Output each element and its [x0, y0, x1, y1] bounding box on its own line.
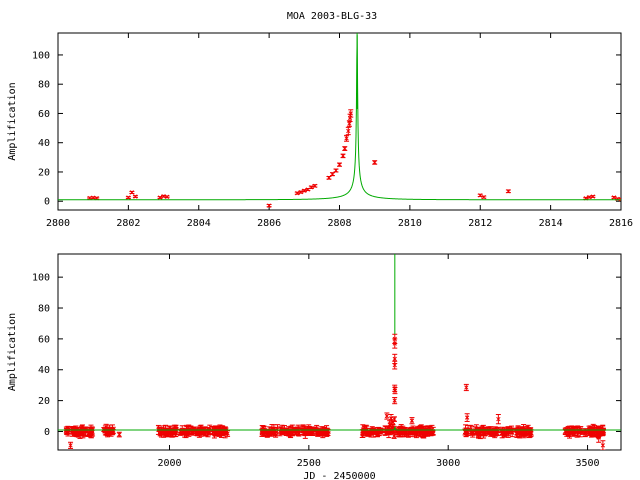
y-tick-label: 0	[44, 427, 50, 438]
x-axis-title: JD - 2450000	[303, 471, 375, 480]
data-point	[342, 146, 348, 151]
data-point	[505, 189, 511, 194]
x-tick-label: 2800	[46, 218, 70, 229]
plot-frame	[57, 253, 622, 451]
data-point	[108, 427, 114, 437]
data-point	[301, 188, 307, 193]
data-point	[345, 126, 351, 136]
data-point	[372, 160, 378, 165]
zoom-panel: 0 20 40 60 80 100 2800 2802 2804 2806 2808 2810 2812…	[7, 32, 633, 229]
y-tick-label: 60	[38, 109, 50, 120]
plot-frame	[57, 32, 622, 211]
plot-area	[58, 254, 621, 450]
data-point	[464, 413, 470, 422]
data-point	[94, 195, 100, 201]
data-point	[346, 120, 352, 128]
model-curve	[58, 35, 621, 201]
plot-area	[58, 33, 621, 208]
data-point	[473, 424, 479, 435]
y-tick-label: 80	[38, 80, 50, 91]
data-point	[392, 353, 398, 365]
data-point	[129, 190, 135, 195]
data-point	[161, 194, 167, 199]
data-point	[125, 195, 131, 200]
data-point	[391, 433, 397, 439]
x-tick-label: 2802	[116, 218, 140, 229]
x-tick-label: 2000	[157, 458, 181, 469]
x-tick-label: 2816	[609, 218, 633, 229]
data-point	[392, 397, 398, 405]
x-tick-label: 2808	[327, 218, 351, 229]
data-point	[298, 190, 304, 195]
y-tick-label: 40	[38, 138, 50, 149]
x-tick-label: 2812	[468, 218, 492, 229]
x-tick-label: 3000	[436, 458, 460, 469]
data-point	[481, 194, 487, 200]
y-tick-label: 20	[38, 167, 50, 178]
data-point	[281, 425, 287, 434]
data-point	[590, 194, 596, 199]
data-point	[308, 185, 314, 190]
data-point	[132, 194, 138, 199]
data-point	[348, 109, 354, 118]
data-point	[391, 416, 397, 422]
data-point	[68, 441, 74, 449]
data-point	[469, 430, 475, 436]
data-point	[329, 172, 335, 177]
data-point	[157, 195, 163, 200]
y-tick-label: 60	[38, 334, 50, 345]
y-axis-title: Amplification	[7, 313, 18, 391]
y-tick-label: 80	[38, 304, 50, 315]
y-tick-label: 40	[38, 365, 50, 376]
model-curve	[58, 425, 621, 431]
y-axis-title: Amplification	[7, 82, 18, 160]
data-point	[337, 162, 342, 167]
x-tick-label: 2806	[257, 218, 281, 229]
x-tick-label: 2810	[398, 218, 422, 229]
data-point	[344, 134, 350, 142]
data-point	[116, 431, 122, 438]
data-point	[195, 430, 201, 436]
data-point	[600, 440, 606, 450]
x-tick-label: 2804	[187, 218, 211, 229]
data-point	[294, 191, 300, 196]
data-point	[164, 194, 170, 199]
y-tick-label: 20	[38, 396, 50, 407]
data-point	[570, 426, 576, 435]
data-point	[583, 196, 589, 201]
data-point	[264, 428, 270, 438]
data-point	[312, 183, 318, 189]
data-point	[384, 412, 390, 420]
data-point	[360, 424, 366, 435]
data-point	[272, 431, 278, 437]
data-point	[321, 428, 327, 434]
data-point	[463, 383, 469, 392]
data-point	[401, 426, 407, 438]
data-point	[268, 427, 274, 437]
data-point	[392, 386, 398, 395]
data-point	[70, 428, 76, 437]
data-point	[221, 428, 227, 435]
data-point	[333, 168, 339, 173]
x-tick-label: 3500	[576, 458, 600, 469]
data-point	[409, 417, 415, 425]
data-point	[596, 432, 602, 443]
data-point	[590, 423, 596, 435]
data-point	[387, 430, 393, 436]
data-point	[326, 175, 332, 180]
y-tick-label: 0	[44, 197, 50, 208]
data-point	[395, 429, 401, 438]
y-tick-label: 100	[32, 273, 50, 284]
data-point	[266, 203, 272, 208]
y-tick-label: 100	[32, 50, 50, 61]
data-point	[340, 153, 346, 159]
x-tick-label: 2814	[539, 218, 563, 229]
full-season-panel: 0 20 40 60 80 100 2000 2500 3000 3500 Amplificatio…	[7, 253, 622, 480]
x-tick-label: 2500	[297, 458, 321, 469]
chart-title: MOA 2003-BLG-33	[287, 11, 377, 22]
data-point	[495, 414, 501, 425]
data-point	[392, 333, 398, 345]
data-point	[499, 428, 505, 439]
